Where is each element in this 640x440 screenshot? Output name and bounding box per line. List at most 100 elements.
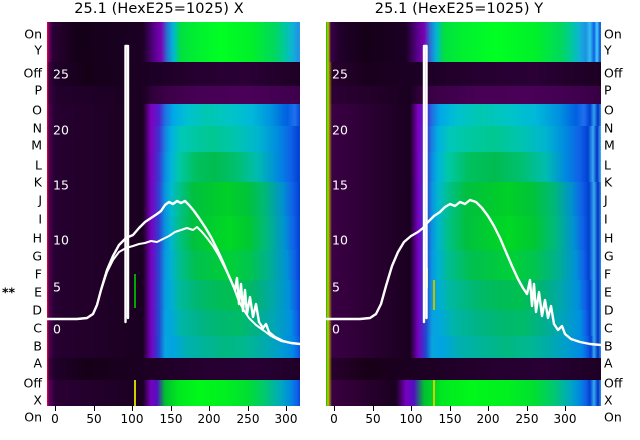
panel-y-plot-area[interactable]: 25 20 15 10 5 0: [326, 22, 601, 406]
xtick-x-4: [209, 406, 210, 411]
xtick-y-4: [488, 406, 489, 411]
ytick-x-2: 15: [53, 177, 69, 193]
ytick-x-r-2: 15: [300, 177, 316, 193]
xtick-x-0: [55, 406, 56, 411]
side-label-right-14: E: [604, 284, 612, 300]
xlabel-y-2: 100: [399, 412, 423, 426]
ytick-x-r-3: 10: [300, 232, 316, 248]
side-label-left-11: H: [32, 230, 42, 246]
side-label-right-5: N: [604, 120, 614, 136]
side-label-right-8: K: [604, 174, 613, 190]
xtick-x-6: [286, 406, 287, 411]
side-label-right-19: Off: [604, 375, 623, 391]
ytick-x-4: 5: [53, 279, 61, 295]
side-label-left-16: C: [33, 320, 42, 336]
side-label-right-21: On: [604, 409, 622, 425]
panel-x-plot-area[interactable]: 25 20 15 10 5 0: [47, 22, 300, 406]
side-label-right-4: O: [604, 102, 614, 118]
left-category-axis: On Y Off P O N M L K J I H G F ** E D C …: [0, 0, 46, 440]
xtick-x-5: [248, 406, 249, 411]
vertical-marker-bottom-y: [433, 380, 435, 406]
side-label-right-3: P: [604, 82, 612, 98]
side-label-right-1: Y: [604, 42, 612, 58]
panel-y-traces: [326, 44, 601, 347]
ytick-y-3: 10: [332, 232, 348, 248]
xtick-y-2: [411, 406, 412, 411]
xlabel-y-1: 50: [365, 412, 381, 426]
side-label-left-12: G: [32, 248, 42, 264]
ytick-y-1: 20: [332, 122, 348, 138]
side-label-left-15: D: [32, 302, 42, 318]
side-label-right-12: G: [604, 248, 614, 264]
panel-x-traces: [47, 44, 300, 346]
side-label-left-18: A: [33, 355, 42, 371]
xlabel-x-1: 50: [86, 412, 102, 426]
panel-y-title: 25.1 (HexE25=1025) Y: [374, 1, 544, 17]
side-label-right-9: J: [604, 192, 608, 208]
panel-x: 25.1 (HexE25=1025) X: [0, 0, 318, 440]
ytick-y-2: 15: [332, 177, 348, 193]
xtick-y-3: [450, 406, 451, 411]
xtick-x-1: [94, 406, 95, 411]
xtick-x-3: [171, 406, 172, 411]
vertical-marker-green-y: [433, 280, 435, 310]
xlabel-x-2: 100: [120, 412, 144, 426]
side-label-right-0: On: [604, 26, 622, 42]
side-label-left-2: Off: [23, 65, 42, 81]
xlabel-x-5: 250: [236, 412, 260, 426]
trace-y-main: [326, 198, 601, 347]
xtick-y-1: [373, 406, 374, 411]
side-label-right-6: M: [604, 137, 615, 153]
side-label-right-13: F: [604, 266, 612, 282]
side-label-left-0: On: [24, 26, 42, 42]
trace-x-lower: [47, 226, 300, 345]
trace-y-spike-1: [422, 44, 428, 324]
side-label-left-21: On: [24, 409, 42, 425]
side-label-left-7: L: [35, 157, 42, 173]
asterisk-marker: **: [2, 284, 16, 300]
side-label-right-10: I: [604, 211, 608, 227]
xtick-y-5: [527, 406, 528, 411]
panel-x-title: 25.1 (HexE25=1025) X: [74, 1, 244, 17]
xtick-y-0: [334, 406, 335, 411]
ytick-x-r-4: 5: [300, 279, 308, 295]
ytick-x-0: 25: [53, 66, 69, 82]
side-label-left-20: X: [33, 392, 42, 408]
side-label-left-13: F: [34, 266, 42, 282]
xtick-y-6: [565, 406, 566, 411]
xtick-x-2: [132, 406, 133, 411]
xlabel-y-5: 250: [515, 412, 539, 426]
side-label-right-16: C: [604, 320, 613, 336]
right-category-axis: On Y Off P O N M L K J I H G F E D C B A…: [600, 0, 640, 440]
side-label-left-14: E: [34, 284, 42, 300]
ytick-x-r-5: 0: [300, 321, 308, 337]
side-label-right-11: H: [604, 230, 614, 246]
side-label-left-17: B: [33, 338, 42, 354]
side-label-left-1: Y: [34, 42, 42, 58]
xlabel-x-4: 200: [197, 412, 221, 426]
side-label-left-9: J: [38, 192, 42, 208]
side-label-left-5: N: [32, 120, 42, 136]
ytick-x-r-1: 20: [300, 122, 316, 138]
panel-x-xaxis: 0 50 100 150 200 250 300: [47, 406, 300, 436]
side-label-left-3: P: [34, 82, 42, 98]
trace-x-upper: [47, 199, 300, 346]
side-label-right-7: L: [604, 157, 611, 173]
side-label-left-19: Off: [23, 375, 42, 391]
xlabel-y-6: 300: [553, 412, 577, 426]
ytick-x-5: 0: [53, 321, 61, 337]
side-label-right-20: X: [604, 392, 613, 408]
side-label-left-4: O: [32, 102, 42, 118]
ytick-x-3: 10: [53, 232, 69, 248]
side-label-right-17: B: [604, 338, 613, 354]
panel-y-xaxis: 0 50 100 150 200 250 300: [326, 406, 601, 436]
side-label-right-2: Off: [604, 65, 623, 81]
ytick-x-1: 20: [53, 122, 69, 138]
xlabel-x-6: 300: [274, 412, 298, 426]
panel-y: 25.1 (HexE25=1025) Y: [318, 0, 640, 440]
xlabel-y-3: 150: [438, 412, 462, 426]
xlabel-y-4: 200: [476, 412, 500, 426]
side-label-right-15: D: [604, 302, 614, 318]
ytick-x-r-0: 25: [300, 66, 316, 82]
